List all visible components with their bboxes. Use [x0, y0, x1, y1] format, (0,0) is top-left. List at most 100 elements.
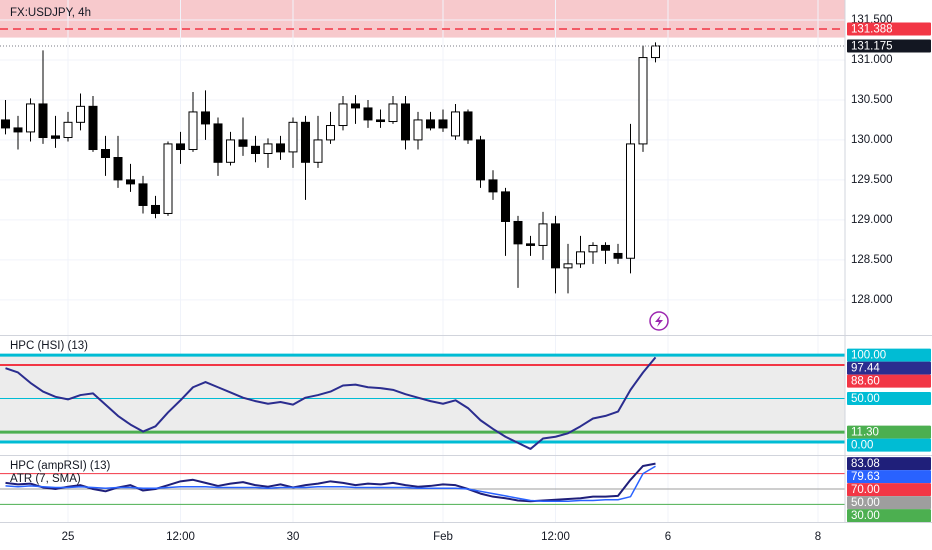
price-tag: [847, 509, 931, 523]
candle-body: [363, 107, 373, 121]
price-tag-label: 50.00: [851, 393, 880, 405]
candle-body: [301, 121, 310, 163]
candle-body: [326, 125, 335, 141]
y-tick-label: 128.000: [851, 294, 893, 306]
chart-title: FX:USDJPY, 4h: [10, 7, 91, 19]
y-tick-label: 131.000: [851, 54, 893, 66]
price-tag: [847, 470, 931, 484]
price-tag: [847, 22, 931, 36]
price-tag-label: 100.00: [851, 350, 886, 362]
price-tag: [847, 392, 931, 406]
price-tag-label: 11.30: [851, 427, 879, 439]
candle-body: [213, 123, 223, 163]
price-tag: [847, 483, 931, 497]
candle-body: [638, 57, 648, 145]
candle-body: [538, 223, 548, 246]
candle-body: [576, 251, 585, 265]
price-tag: [847, 348, 931, 362]
candle-body: [501, 191, 510, 222]
candle-body: [276, 143, 285, 153]
candle-body: [376, 119, 385, 123]
candle-body: [151, 204, 160, 214]
x-tick-label: 8: [815, 531, 821, 543]
y-tick-label: 130.000: [851, 134, 893, 146]
candle-body: [338, 103, 348, 127]
legend-label: ATR (7, SMA): [10, 473, 81, 485]
price-tag-label: 97.44: [851, 363, 880, 375]
price-tag: [847, 361, 931, 375]
candle-body: [413, 119, 423, 141]
legend-label: HPC (ampRSI) (13): [10, 460, 110, 472]
candle-body: [188, 111, 198, 151]
y-tick-label: 129.000: [851, 214, 893, 226]
price-tag-label: 70.00: [851, 484, 880, 496]
y-tick-label: 130.500: [851, 94, 893, 106]
candle-body: [163, 143, 173, 214]
price-tag-label: 50.00: [851, 497, 880, 509]
candle-body: [613, 252, 623, 259]
candle-body: [463, 111, 473, 141]
x-tick-label: 30: [287, 531, 300, 543]
price-tag-label: 131.175: [851, 41, 893, 53]
y-tick-label: 129.500: [851, 174, 893, 186]
candle-body: [51, 135, 60, 139]
series-line: [5, 356, 657, 450]
candle-body: [63, 121, 73, 139]
candle-body: [476, 139, 485, 181]
candle-body: [113, 157, 123, 181]
series-line: [5, 462, 656, 503]
candle-body: [88, 105, 98, 151]
price-tag: [847, 425, 931, 439]
candle-body: [426, 119, 435, 129]
candle-body: [101, 149, 110, 159]
x-tick-label: Feb: [433, 531, 453, 543]
x-tick-label: 25: [62, 531, 75, 543]
price-tag: [847, 496, 931, 510]
price-tag: [847, 374, 931, 388]
candle-body: [551, 223, 560, 269]
candle-body: [563, 263, 573, 269]
zone: [0, 0, 845, 38]
price-tag-label: 30.00: [851, 510, 880, 522]
candle-body: [601, 244, 610, 251]
y-tick-label: 128.500: [851, 254, 893, 266]
candle-body: [588, 244, 598, 253]
icon-bolt: [655, 315, 663, 327]
price-tag: [847, 39, 931, 53]
candle-body: [26, 103, 35, 133]
price-tag-label: 131.388: [851, 23, 893, 35]
candle-body: [401, 103, 410, 141]
candle-body: [651, 45, 660, 59]
price-tag: [847, 457, 931, 471]
price-tag-label: 79.63: [851, 471, 880, 483]
candle-body: [488, 179, 498, 193]
candle-body: [626, 143, 635, 259]
candle-body: [351, 103, 360, 109]
price-tag-label: 0.00: [851, 440, 873, 452]
candle-body: [513, 220, 523, 245]
price-tag-label: 83.08: [851, 458, 880, 470]
candle-body: [201, 111, 210, 125]
candle-body: [438, 119, 448, 129]
x-tick-label: 12:00: [166, 531, 195, 543]
candle-body: [263, 143, 273, 155]
price-tag: [847, 438, 931, 452]
candle-body: [451, 111, 460, 137]
series-line: [5, 465, 656, 503]
x-tick-label: 12:00: [541, 531, 570, 543]
candle-body: [238, 139, 248, 147]
candle-body: [126, 179, 135, 185]
event-icon[interactable]: [649, 311, 669, 331]
candle-body: [288, 121, 298, 153]
candle-body: [176, 143, 185, 151]
candle-body: [313, 139, 323, 163]
candle-body: [1, 119, 10, 129]
price-tag-label: 88.60: [851, 376, 880, 388]
candle-body: [13, 127, 23, 133]
candle-body: [138, 183, 148, 206]
candle-body: [226, 139, 235, 163]
candle-body: [38, 103, 48, 139]
